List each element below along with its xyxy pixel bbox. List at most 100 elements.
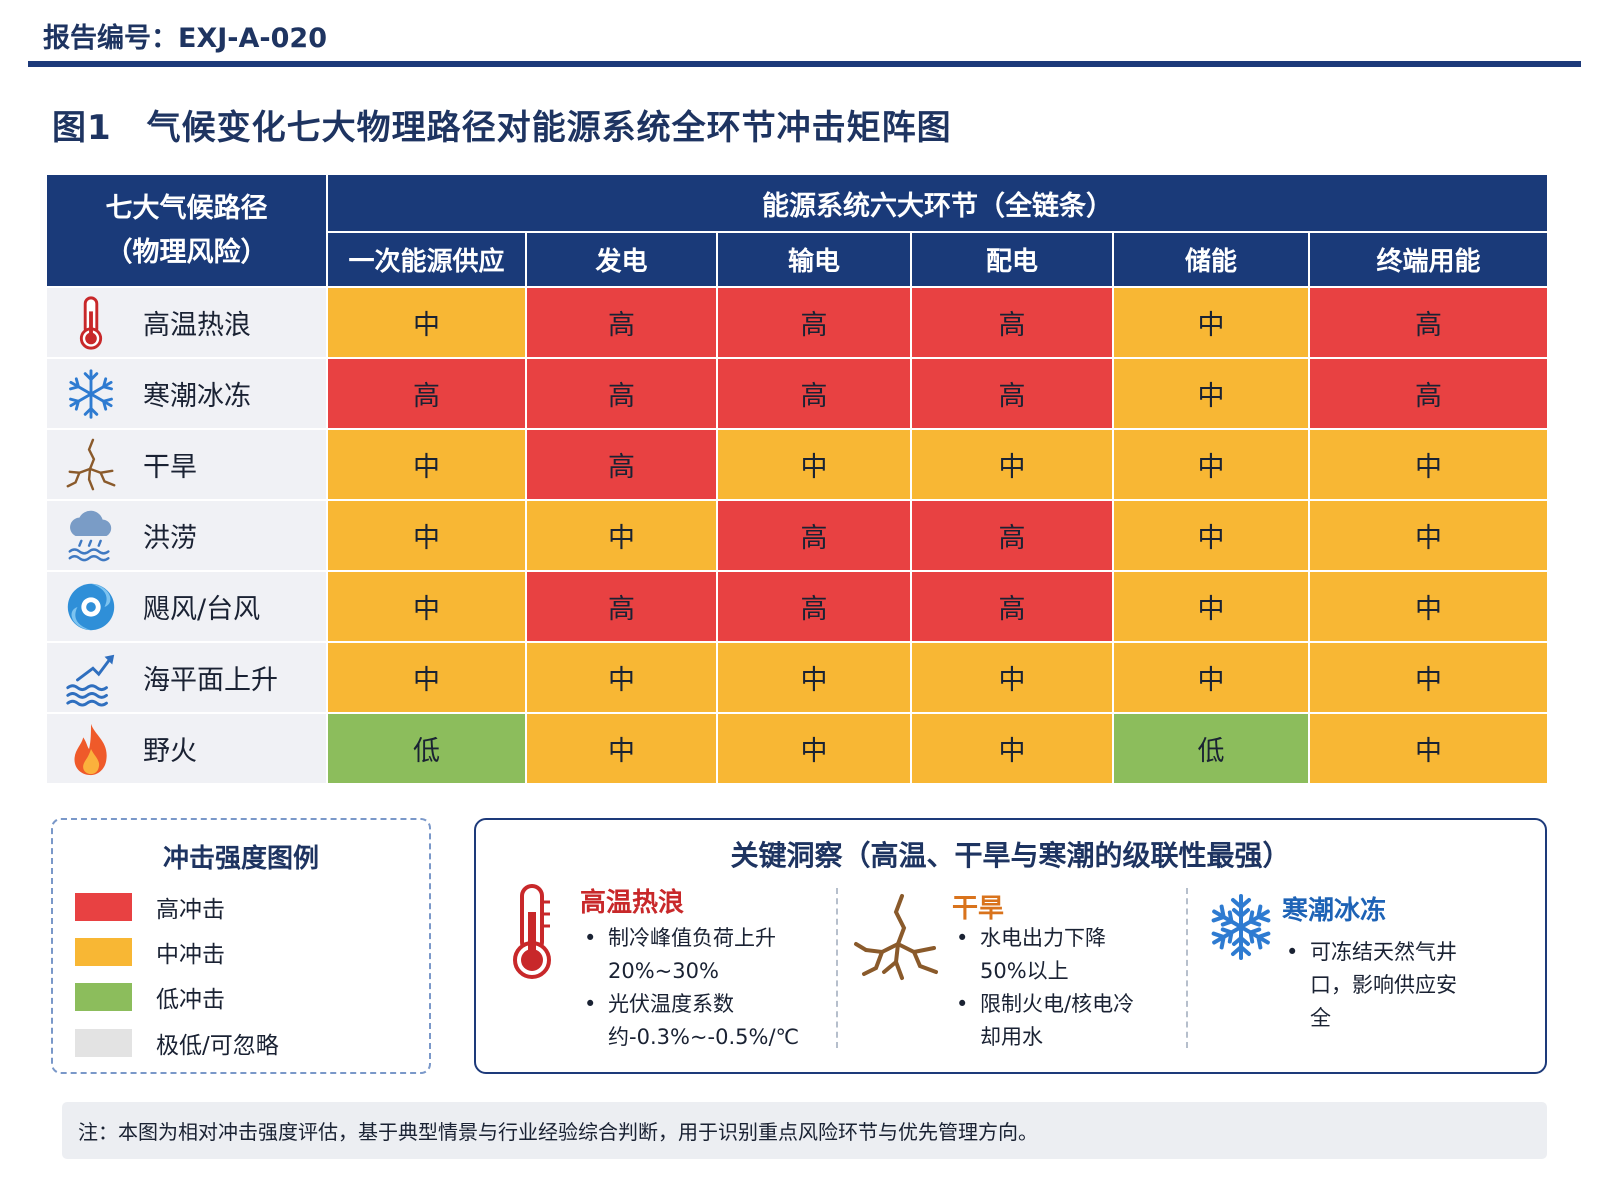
group-header: 能源系统六大环节（全链条） bbox=[328, 175, 1547, 231]
legend-item-low: 低冲击 bbox=[75, 980, 225, 1014]
row-label: 干旱 bbox=[143, 452, 197, 483]
matrix-cell: 中 bbox=[1114, 288, 1308, 357]
insight-list-cold: 可冻结天然气井口，影响供应安全 bbox=[1282, 936, 1468, 1035]
report-number: 报告编号：EXJ-A-020 bbox=[43, 23, 327, 54]
matrix-cell: 中 bbox=[328, 430, 525, 499]
corner-header-line-2: （物理风险） bbox=[105, 236, 268, 268]
insight-divider bbox=[1186, 888, 1188, 1048]
insight-divider bbox=[836, 888, 838, 1048]
figure-title: 图1 气候变化七大物理路径对能源系统全环节冲击矩阵图 bbox=[52, 108, 952, 148]
insight-item: 水电出力下降50%以上 bbox=[952, 922, 1152, 988]
legend-swatch-medium bbox=[75, 938, 132, 966]
row-label: 海平面上升 bbox=[143, 665, 278, 696]
row-header: 海平面上升 bbox=[47, 643, 326, 712]
legend-label-negligible: 极低/可忽略 bbox=[156, 1033, 279, 1059]
matrix-cell: 高 bbox=[527, 288, 716, 357]
matrix-cell: 中 bbox=[1310, 714, 1547, 783]
impact-matrix: 七大气候路径 （物理风险） 能源系统六大环节（全链条） 一次能源供应 发电 输电 配电… bbox=[47, 175, 1547, 800]
matrix-cell: 中 bbox=[527, 643, 716, 712]
row-label: 飓风/台风 bbox=[143, 594, 261, 625]
column-header: 储能 bbox=[1114, 233, 1308, 286]
cracked-ground-icon bbox=[61, 435, 121, 495]
cracked-ground-icon bbox=[852, 892, 946, 996]
column-header: 发电 bbox=[527, 233, 716, 286]
snowflake-icon bbox=[61, 364, 121, 424]
column-header: 输电 bbox=[718, 233, 910, 286]
matrix-cell: 高 bbox=[1310, 288, 1547, 357]
header-rule bbox=[28, 61, 1581, 67]
row-header: 野火 bbox=[47, 714, 326, 783]
matrix-cell: 高 bbox=[912, 288, 1112, 357]
legend-swatch-negligible bbox=[75, 1029, 132, 1057]
insight-list-heat: 制冷峰值负荷上升20%~30% 光伏温度系数约-0.3%~-0.5%/℃ bbox=[580, 922, 812, 1054]
matrix-cell: 中 bbox=[1114, 643, 1308, 712]
column-header: 配电 bbox=[912, 233, 1112, 286]
column-header: 一次能源供应 bbox=[328, 233, 525, 286]
matrix-cell: 高 bbox=[718, 572, 910, 641]
matrix-cell: 中 bbox=[1310, 572, 1547, 641]
insight-heading-cold: 寒潮冰冻 bbox=[1282, 896, 1387, 926]
matrix-cell: 中 bbox=[718, 643, 910, 712]
legend-swatch-high bbox=[75, 893, 132, 921]
matrix-cell: 中 bbox=[1114, 501, 1308, 570]
row-header: 飓风/台风 bbox=[47, 572, 326, 641]
column-header: 终端用能 bbox=[1310, 233, 1547, 286]
legend-title: 冲击强度图例 bbox=[162, 844, 319, 874]
legend-label-high: 高冲击 bbox=[156, 897, 225, 923]
matrix-cell: 中 bbox=[1310, 643, 1547, 712]
legend-swatch-low bbox=[75, 983, 132, 1011]
legend-panel: 冲击强度图例 高冲击 中冲击 低冲击 极低/可忽略 bbox=[51, 818, 431, 1074]
row-header: 干旱 bbox=[47, 430, 326, 499]
matrix-cell: 高 bbox=[912, 501, 1112, 570]
corner-header-line-1: 七大气候路径 bbox=[105, 192, 268, 224]
matrix-cell: 高 bbox=[718, 501, 910, 570]
thermometer-icon bbox=[61, 293, 121, 353]
hurricane-icon bbox=[61, 577, 121, 637]
insight-heading-heat: 高温热浪 bbox=[580, 888, 685, 918]
insight-item: 可冻结天然气井口，影响供应安全 bbox=[1282, 936, 1468, 1035]
matrix-cell: 高 bbox=[718, 288, 910, 357]
matrix-cell: 中 bbox=[912, 714, 1112, 783]
rain-cloud-flood-icon bbox=[61, 506, 121, 566]
matrix-cell: 中 bbox=[1114, 359, 1308, 428]
matrix-cell: 中 bbox=[718, 430, 910, 499]
matrix-cell: 中 bbox=[328, 643, 525, 712]
matrix-cell: 中 bbox=[1310, 430, 1547, 499]
matrix-cell: 中 bbox=[718, 714, 910, 783]
legend-item-high: 高冲击 bbox=[75, 890, 225, 924]
corner-header: 七大气候路径 （物理风险） bbox=[47, 175, 326, 286]
rising-waves-icon bbox=[61, 648, 121, 708]
matrix-cell: 高 bbox=[912, 572, 1112, 641]
footnote: 注：本图为相对冲击强度评估，基于典型情景与行业经验综合判断，用于识别重点风险环节… bbox=[62, 1102, 1547, 1159]
matrix-cell: 中 bbox=[912, 430, 1112, 499]
snowflake-icon bbox=[1206, 892, 1276, 966]
matrix-cell: 中 bbox=[328, 288, 525, 357]
matrix-cell: 高 bbox=[328, 359, 525, 428]
matrix-cell: 高 bbox=[1310, 359, 1547, 428]
legend-item-medium: 中冲击 bbox=[75, 935, 225, 969]
matrix-cell: 中 bbox=[527, 714, 716, 783]
matrix-cell: 中 bbox=[1114, 430, 1308, 499]
matrix-cell: 高 bbox=[718, 359, 910, 428]
thermometer-icon bbox=[504, 882, 560, 986]
row-label: 野火 bbox=[143, 736, 197, 767]
legend-item-negligible: 极低/可忽略 bbox=[75, 1026, 279, 1060]
insight-item: 制冷峰值负荷上升20%~30% bbox=[580, 922, 812, 988]
matrix-cell: 中 bbox=[328, 572, 525, 641]
row-label: 洪涝 bbox=[143, 523, 197, 554]
row-header: 洪涝 bbox=[47, 501, 326, 570]
insight-item: 限制火电/核电冷却用水 bbox=[952, 988, 1152, 1054]
row-label: 高温热浪 bbox=[143, 310, 251, 341]
row-header: 高温热浪 bbox=[47, 288, 326, 357]
matrix-cell: 中 bbox=[527, 501, 716, 570]
row-header: 寒潮冰冻 bbox=[47, 359, 326, 428]
insight-list-drought: 水电出力下降50%以上 限制火电/核电冷却用水 bbox=[952, 922, 1152, 1054]
legend-label-low: 低冲击 bbox=[156, 987, 225, 1013]
flame-icon bbox=[61, 719, 121, 779]
matrix-cell: 中 bbox=[912, 643, 1112, 712]
insights-title: 关键洞察（高温、干旱与寒潮的级联性最强） bbox=[730, 839, 1291, 872]
insight-heading-drought: 干旱 bbox=[952, 894, 1005, 924]
matrix-cell: 低 bbox=[1114, 714, 1308, 783]
matrix-cell: 高 bbox=[912, 359, 1112, 428]
key-insights-panel: 关键洞察（高温、干旱与寒潮的级联性最强） 高温热浪 制冷峰值负荷上升20%~30… bbox=[474, 818, 1547, 1074]
